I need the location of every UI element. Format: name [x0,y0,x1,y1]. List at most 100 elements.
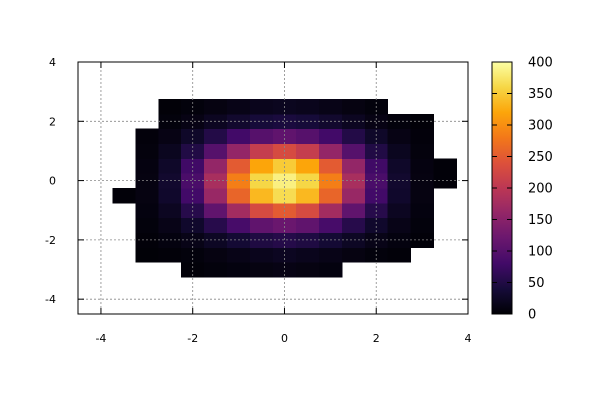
heatmap-cell [318,247,343,263]
heatmap-cell [410,143,435,159]
heatmap-cell [295,202,320,219]
y-tick-label: -4 [45,293,56,306]
colorbar-tick-label: 300 [528,119,553,134]
heatmap-cell [273,232,297,248]
heatmap-cell [364,113,389,130]
heatmap-cell [204,128,228,145]
x-tick-label: -4 [95,332,106,345]
heatmap-cell [181,232,205,248]
heatmap-cell [295,262,320,278]
x-tick-label: 2 [373,332,380,345]
heatmap-cell [273,217,297,233]
heatmap-cell [135,202,159,219]
heatmap-cell [410,128,435,145]
heatmap-cell [295,188,320,204]
colorbar-tick-label: 350 [528,87,553,102]
heatmap-cell [250,99,274,115]
heatmap-cell [410,188,435,204]
heatmap-cell [181,113,205,130]
heatmap-cell [227,217,251,233]
heatmap-cell [250,188,274,204]
heatmap-cell [273,173,297,189]
heatmap-cell [181,128,205,145]
heatmap-cell [387,188,412,204]
heatmap-cell [250,262,274,278]
heatmap-cell [318,143,343,159]
heatmap-cell [250,143,274,159]
heatmap-cell [387,202,412,219]
colorbar-tick-label: 0 [528,308,536,323]
heatmap-cell [158,158,182,174]
heatmap-cell [250,232,274,248]
y-tick-label: 4 [49,56,56,69]
heatmap-cell [158,99,182,115]
heatmap-cell [250,113,274,130]
heatmap-cells [112,99,458,278]
heatmap-cell [318,262,343,278]
heatmap-cell [227,262,251,278]
heatmap-cell [295,143,320,159]
heatmap-cell [135,158,159,174]
heatmap-cell [135,128,159,145]
heatmap-cell [364,217,389,233]
heatmap-cell [204,247,228,263]
x-tick-label: 4 [465,332,472,345]
axis-ticks: -4 -2 0 2 4 -4 -2 0 2 4 [45,56,471,345]
y-tick-label: -2 [45,234,56,247]
colorbar-tick-label: 400 [528,56,553,71]
heatmap-cell [295,99,320,115]
heatmap-cell [204,202,228,219]
heatmap-cell [433,173,458,189]
heatmap-cell [227,143,251,159]
heatmap-cell [295,247,320,263]
heatmap-cell [387,143,412,159]
heatmap-cell [273,113,297,130]
heatmap-cell [341,188,366,204]
heatmap-cell [135,143,159,159]
heatmap-cell [250,128,274,145]
colorbar-tick-label: 50 [528,276,545,291]
heatmap-cell [204,217,228,233]
heatmap-cell [250,247,274,263]
heatmap-cell [204,262,228,278]
x-tick-label: 0 [281,332,288,345]
heatmap-cell [204,143,228,159]
y-tick-label: 0 [49,175,56,188]
heatmap-cell [433,158,458,174]
heatmap-cell [181,217,205,233]
heatmap-cell [341,128,366,145]
heatmap-cell [318,188,343,204]
heatmap-cell [318,202,343,219]
heatmap-cell [410,202,435,219]
heatmap-cell [341,158,366,174]
heatmap-cell [158,143,182,159]
heatmap-cell [181,262,205,278]
colorbar-tick-label: 200 [528,182,553,197]
heatmap-cell [158,188,182,204]
heatmap-cell [318,128,343,145]
heatmap-cell [341,143,366,159]
heatmap-cell [250,158,274,174]
heatmap-cell [364,128,389,145]
heatmap-cell [295,158,320,174]
heatmap-cell [158,247,182,263]
heatmap-cell [204,158,228,174]
heatmap-cell [387,217,412,233]
heatmap-cell [318,99,343,115]
heatmap-cell [341,99,366,115]
heatmap-cell [227,99,251,115]
heatmap-cell [250,217,274,233]
heatmap-cell [227,202,251,219]
heatmap-cell [341,232,366,248]
heatmap-cell [387,247,412,263]
heatmap-cell [227,158,251,174]
plot-border [77,61,469,315]
heatmap-cell [273,128,297,145]
heatmap-cell [250,202,274,219]
heatmap-cell [135,188,159,204]
heatmap-cell [204,188,228,204]
colorbar-tick-label: 100 [528,245,553,260]
heatmap-cell [135,247,159,263]
heatmap-cell [295,128,320,145]
